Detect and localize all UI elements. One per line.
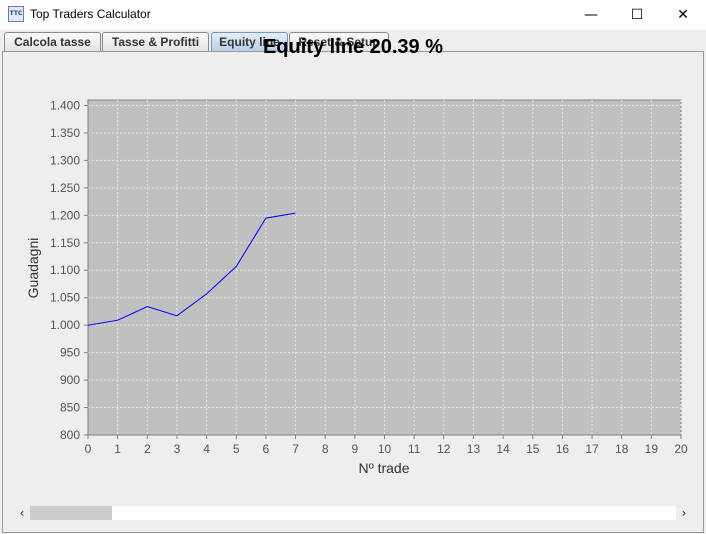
x-tick-label: 0 (85, 442, 92, 456)
tab-panel (2, 51, 704, 533)
chart-title: Equity line 20.39 % (262, 36, 444, 58)
x-tick-label: 10 (378, 442, 392, 456)
x-tick-label: 16 (556, 442, 570, 456)
x-tick-label: 2 (144, 442, 151, 456)
horizontal-scrollbar[interactable]: ‹ › (10, 504, 696, 522)
scroll-right-arrow-icon[interactable]: › (681, 506, 687, 520)
tab-calcola-tasse[interactable]: Calcola tasse (4, 32, 101, 51)
y-tick-label: 1.200 (50, 208, 80, 222)
x-tick-label: 13 (467, 442, 481, 456)
y-tick-label: 850 (60, 401, 80, 415)
tab-bar: Calcola tasse Tasse & Profitti Equity li… (0, 30, 706, 52)
x-tick-label: 8 (322, 442, 329, 456)
minimize-button[interactable]: — (584, 7, 598, 23)
y-tick-label: 1.100 (50, 263, 80, 277)
plot-area (87, 99, 682, 436)
maximize-button[interactable]: ☐ (630, 7, 644, 23)
x-tick-label: 20 (674, 442, 688, 456)
x-tick-label: 17 (585, 442, 599, 456)
y-axis-label: Guadagni (25, 238, 41, 299)
y-tick-label: 1.350 (50, 126, 80, 140)
x-tick-label: 15 (526, 442, 540, 456)
x-tick-label: 7 (292, 442, 299, 456)
x-axis-label: Nº trade (358, 460, 409, 474)
y-tick-label: 1.250 (50, 181, 80, 195)
y-tick-label: 1.400 (50, 98, 80, 112)
x-tick-label: 12 (437, 442, 451, 456)
x-tick-label: 3 (174, 442, 181, 456)
x-tick-label: 18 (615, 442, 629, 456)
x-tick-label: 14 (496, 442, 510, 456)
y-tick-label: 1.000 (50, 318, 80, 332)
y-tick-label: 800 (60, 428, 80, 442)
y-tick-label: 950 (60, 346, 80, 360)
y-tick-label: 1.150 (50, 236, 80, 250)
x-tick-label: 6 (263, 442, 270, 456)
title-bar: TTC Top Traders Calculator — ☐ ✕ (0, 0, 706, 30)
app-icon: TTC (8, 6, 24, 22)
x-tick-label: 5 (233, 442, 240, 456)
window-title: Top Traders Calculator (30, 7, 151, 21)
close-button[interactable]: ✕ (677, 7, 689, 23)
y-tick-label: 900 (60, 373, 80, 387)
tab-equity-line[interactable]: Equity line (211, 32, 288, 51)
x-tick-label: 19 (645, 442, 659, 456)
equity-series-line (87, 212, 296, 326)
tab-tasse-profitti[interactable]: Tasse & Profitti (102, 32, 209, 51)
x-tick-label: 9 (352, 442, 359, 456)
scroll-thumb[interactable] (30, 506, 112, 520)
y-tick-label: 1.050 (50, 291, 80, 305)
x-tick-label: 1 (114, 442, 121, 456)
scroll-left-arrow-icon[interactable]: ‹ (19, 506, 25, 520)
tab-reset-setup[interactable]: Reset & Setup (289, 32, 389, 51)
scroll-track[interactable] (30, 506, 676, 520)
y-tick-label: 1.300 (50, 153, 80, 167)
equity-line-chart: 0 1 2 3 4 5 6 7 8 9 10 11 12 13 14 15 16 17 18 19 20 8008509… (25, 98, 688, 474)
x-tick-label: 11 (408, 442, 421, 456)
x-tick-label: 4 (203, 442, 210, 456)
